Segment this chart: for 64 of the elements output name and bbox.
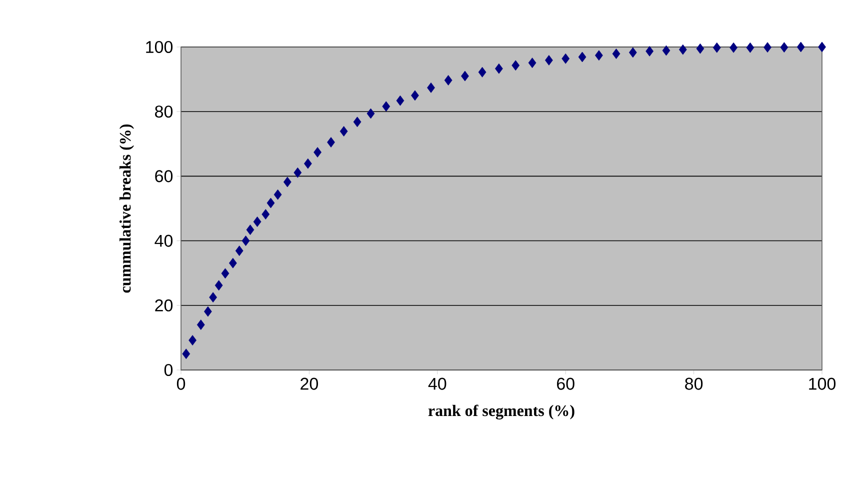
point — [366, 108, 375, 119]
point — [182, 348, 190, 360]
point — [730, 42, 738, 53]
point — [544, 55, 553, 66]
point — [196, 320, 205, 330]
point — [696, 43, 704, 54]
point — [242, 236, 250, 246]
point — [228, 258, 237, 268]
point — [204, 306, 212, 317]
point — [764, 42, 772, 53]
y-tick-label: 0 — [164, 364, 173, 376]
point — [461, 70, 469, 82]
x-axis-title: rank of segments (%) — [428, 404, 574, 420]
point — [612, 48, 620, 59]
point — [246, 224, 254, 236]
point — [427, 82, 435, 93]
y-tick-label: 60 — [155, 170, 173, 182]
x-tick-label: 0 — [176, 378, 186, 390]
point — [512, 60, 520, 71]
point — [746, 42, 754, 53]
point — [314, 147, 322, 158]
x-tick-label: 100 — [809, 378, 836, 390]
point — [253, 216, 262, 227]
point — [209, 292, 218, 303]
point — [678, 44, 687, 55]
y-tick-label: 80 — [155, 106, 173, 118]
y-tick-label: 40 — [154, 234, 173, 247]
point — [188, 335, 196, 346]
point — [780, 42, 788, 53]
point — [594, 50, 603, 61]
point — [562, 53, 570, 64]
point — [796, 42, 805, 52]
y-tick-label: 20 — [155, 299, 173, 312]
x-tick-label: 60 — [557, 378, 574, 390]
x-tick-label: 40 — [428, 378, 446, 390]
point — [628, 47, 637, 58]
x-tick-label: 80 — [685, 378, 703, 390]
point — [818, 42, 826, 52]
point — [294, 167, 302, 178]
point — [221, 268, 230, 279]
y-tick-label: 100 — [146, 40, 173, 54]
point — [214, 280, 223, 291]
y-axis-title: cummulative breaks (%) — [119, 124, 134, 293]
point — [274, 189, 282, 200]
point — [266, 198, 275, 208]
point — [327, 137, 335, 148]
point — [283, 176, 292, 188]
point — [382, 101, 390, 112]
point — [478, 66, 486, 78]
point — [235, 246, 244, 256]
point — [340, 126, 348, 136]
x-tick-label: 20 — [300, 378, 318, 390]
point — [304, 158, 312, 169]
point — [444, 75, 452, 86]
point — [662, 45, 670, 56]
point — [411, 90, 419, 101]
point — [578, 52, 586, 62]
point — [712, 42, 721, 53]
point — [494, 63, 503, 74]
point — [528, 58, 536, 68]
point — [353, 116, 362, 128]
point — [646, 46, 654, 56]
point — [396, 95, 404, 106]
point — [262, 209, 270, 220]
